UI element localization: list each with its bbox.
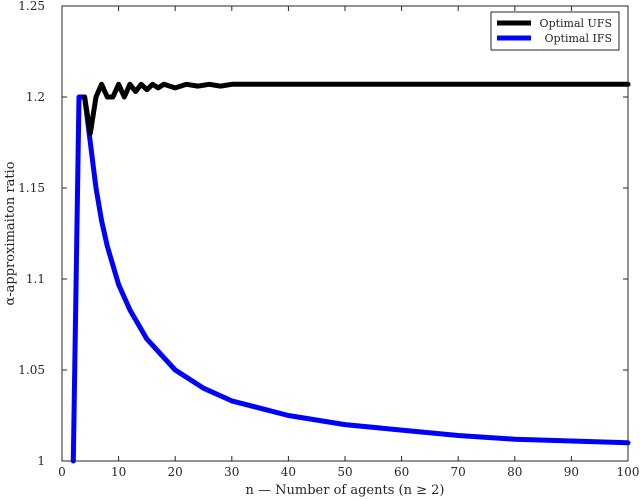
axis-ticks: 0 10 20 30 40 50 60 70 80 90 100 1 1.05 1.1 1.15 1.2 1.2… xyxy=(18,0,639,479)
y-tick-label: 1.25 xyxy=(18,0,45,13)
y-axis-label: α-approximaiton ratio xyxy=(3,161,18,305)
x-tick-label: 80 xyxy=(507,465,522,479)
legend-box xyxy=(490,11,620,51)
series-line-optimal-ufs xyxy=(82,81,631,136)
y-tick-label: 1.1 xyxy=(26,272,45,286)
x-tick-label: 50 xyxy=(337,465,352,479)
x-axis-label: n — Number of agents (n ≥ 2) xyxy=(246,483,445,498)
x-tick-label: 30 xyxy=(224,465,239,479)
x-tick-label: 40 xyxy=(281,465,296,479)
x-tick-label: 70 xyxy=(451,465,466,479)
legend-label-optimal-ufs: Optimal UFS xyxy=(540,17,612,30)
x-tick-label: 60 xyxy=(394,465,409,479)
y-tick-label: 1 xyxy=(37,454,45,468)
legend: Optimal UFS Optimal IFS xyxy=(490,11,620,51)
y-tick-label: 1.05 xyxy=(18,363,45,377)
x-tick-label: 10 xyxy=(111,465,126,479)
x-tick-label: 90 xyxy=(564,465,579,479)
x-tick-label: 100 xyxy=(617,465,640,479)
y-tick-label: 1.15 xyxy=(18,181,45,195)
y-tick-label: 1.2 xyxy=(26,90,45,104)
series-lines xyxy=(70,81,631,464)
x-tick-label: 20 xyxy=(168,465,183,479)
plot-frame xyxy=(61,5,629,462)
legend-label-optimal-ifs: Optimal IFS xyxy=(544,32,612,45)
series-line-optimal-ifs xyxy=(70,94,631,464)
x-tick-label: 0 xyxy=(58,465,66,479)
